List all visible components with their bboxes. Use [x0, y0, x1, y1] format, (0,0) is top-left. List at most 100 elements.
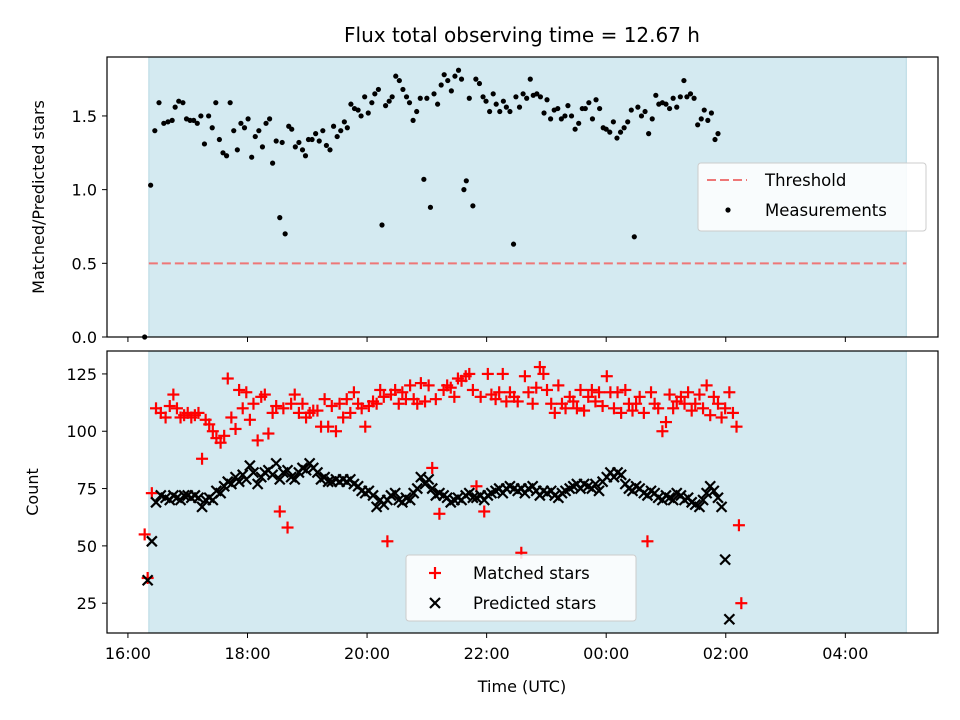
matched-star-point: [419, 395, 432, 408]
measurement-point: [427, 204, 434, 210]
measurement-point: [421, 176, 427, 182]
matched-star-point: [292, 406, 305, 419]
bottom-y-ticks: 25 50 75 100 125: [66, 365, 107, 613]
matched-star-point: [530, 381, 543, 394]
top-y-tick-label: 0.5: [72, 254, 97, 273]
matched-star-point: [270, 400, 283, 413]
x-tick-label: 00:00: [583, 644, 629, 663]
matched-star-point: [707, 390, 720, 403]
matched-star-point: [637, 406, 650, 419]
measurement-point: [187, 117, 193, 123]
measurement-point: [568, 113, 575, 119]
measurement-point: [653, 92, 659, 98]
bottom-y-tick-label: 125: [66, 365, 97, 384]
matched-star-point: [141, 571, 154, 584]
bottom-y-axis-label: Count: [23, 468, 42, 516]
measurement-point: [267, 116, 273, 122]
matched-star-point: [652, 402, 665, 415]
measurement-point: [466, 95, 472, 101]
measurement-point: [327, 147, 333, 153]
measurement-point: [227, 100, 233, 106]
matched-star-point: [333, 397, 346, 410]
matched-star-point: [233, 383, 246, 396]
measurement-point: [279, 139, 285, 146]
matched-star-point: [322, 420, 335, 433]
predicted-star-point: [270, 457, 282, 470]
measurement-point: [558, 116, 564, 122]
measurement-point: [438, 82, 444, 88]
measurement-point: [355, 107, 361, 113]
top-panel: 0.0 0.5 1.0 1.5 Matched/Predicted stars Thr…: [29, 56, 939, 347]
x-tick-label: 18:00: [224, 644, 270, 663]
matched-star-point: [715, 411, 728, 424]
matched-star-point: [206, 425, 219, 438]
measurement-point: [701, 107, 707, 113]
matched-star-point: [511, 395, 524, 408]
measurement-point: [448, 88, 454, 94]
matched-star-point: [377, 390, 390, 403]
measurement-point: [541, 110, 547, 116]
measurement-point: [414, 108, 420, 115]
measurement-point: [424, 95, 430, 101]
measurement-point: [687, 91, 694, 97]
chart-title: Flux total observing time = 12.67 h: [344, 23, 700, 47]
matched-star-point: [196, 452, 209, 465]
measurement-point: [510, 241, 517, 247]
measurement-point: [403, 94, 410, 100]
measurement-point: [191, 117, 197, 123]
legend-predicted-label: Predicted stars: [473, 594, 596, 613]
matched-star-point: [615, 406, 628, 419]
matched-star-point: [585, 383, 598, 396]
top-y-ticks: 0.0 0.5 1.0 1.5: [72, 107, 107, 347]
matched-star-point: [704, 409, 717, 422]
measurement-point: [172, 104, 178, 110]
measurement-point: [524, 95, 530, 101]
matched-star-point: [682, 386, 695, 399]
matched-star-point: [723, 386, 736, 399]
predicted-star-point: [146, 535, 158, 548]
measurement-point: [461, 187, 467, 193]
matched-star-point: [229, 422, 242, 435]
measurement-point: [241, 125, 248, 131]
measurement-point: [562, 113, 568, 119]
predicted-star-point: [196, 501, 208, 513]
predicted-star-point: [288, 473, 301, 486]
matched-star-points: [138, 361, 748, 610]
matched-star-point: [422, 379, 435, 392]
measurement-point: [646, 131, 652, 137]
measurement-point: [273, 138, 279, 144]
predicted-star-point: [178, 489, 190, 502]
matched-star-point: [218, 429, 231, 442]
measurement-point: [252, 133, 258, 140]
measurement-point: [169, 117, 175, 123]
matched-star-point: [545, 397, 558, 410]
bottom-legend-box: [405, 554, 637, 622]
matched-star-point: [552, 379, 565, 392]
bottom-legend: Matched stars Predicted stars: [405, 554, 637, 622]
predicted-star-point: [708, 485, 720, 497]
matched-star-point: [633, 390, 646, 403]
top-y-tick-label: 1.5: [72, 107, 97, 126]
measurement-point: [259, 144, 266, 150]
matched-star-point: [645, 386, 658, 399]
matched-star-point: [273, 505, 286, 518]
legend-threshold-label: Threshold: [764, 171, 846, 190]
matched-star-point: [167, 388, 180, 401]
measurement-point: [698, 116, 704, 122]
matched-star-point: [340, 393, 353, 406]
measurement-point: [209, 125, 215, 131]
legend-predicted-swatch: [429, 597, 441, 609]
predicted-star-point: [715, 501, 728, 513]
measurement-point: [487, 108, 493, 115]
measurement-point: [216, 136, 222, 143]
matched-star-point: [481, 367, 494, 380]
measurement-point: [396, 77, 402, 84]
measurement-point: [547, 116, 554, 122]
predicted-star-point: [322, 475, 334, 488]
measurement-point: [708, 110, 715, 116]
measurement-point: [296, 139, 302, 146]
measurement-point: [649, 116, 655, 122]
legend-measurements-label: Measurements: [765, 201, 887, 220]
matched-star-point: [582, 390, 595, 403]
matched-star-point: [258, 388, 271, 401]
